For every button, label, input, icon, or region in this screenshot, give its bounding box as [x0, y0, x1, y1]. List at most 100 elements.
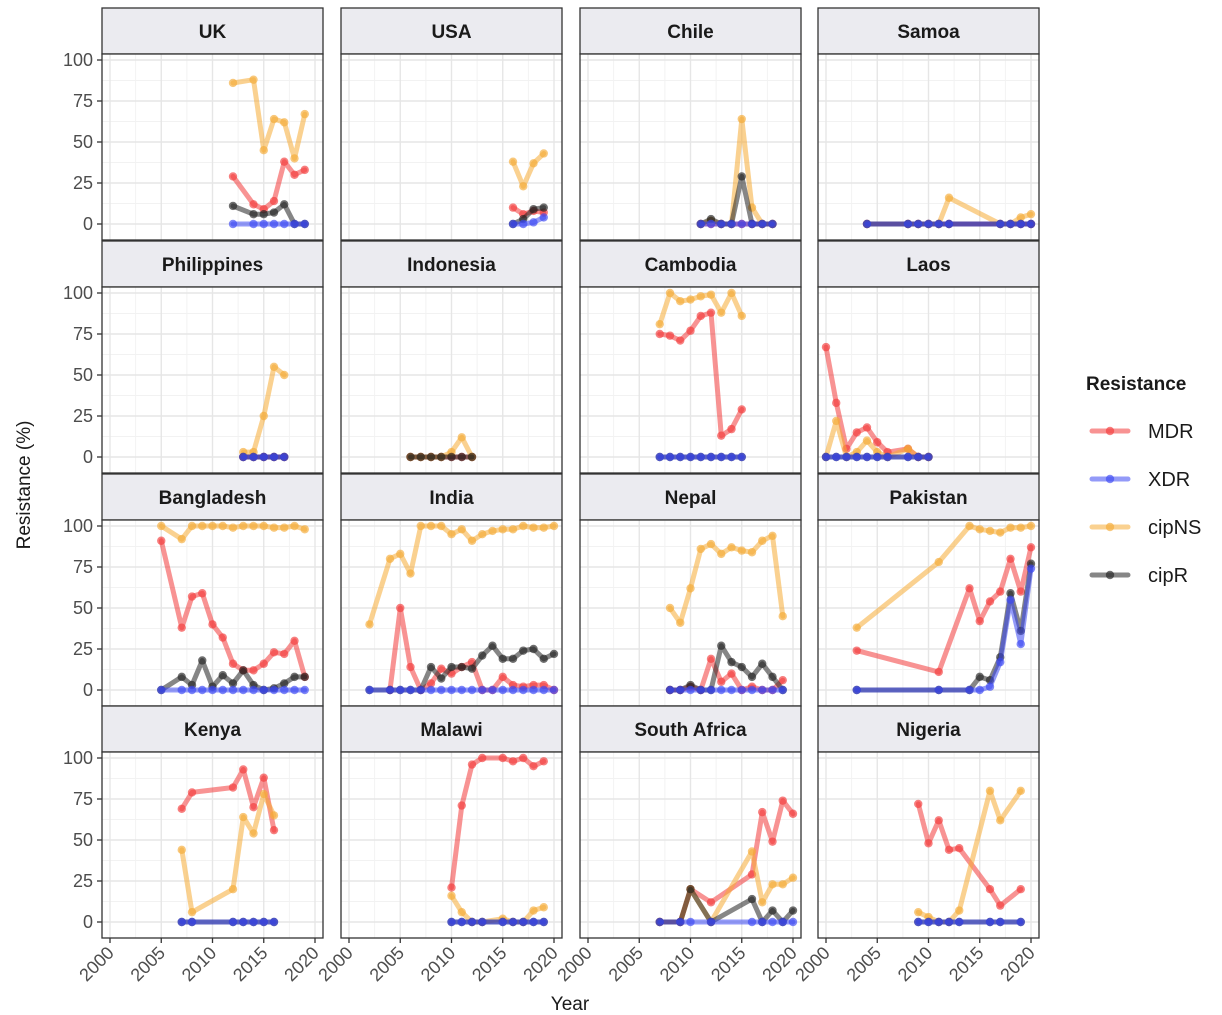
- facet-strip-label: South Africa: [634, 720, 747, 741]
- data-point-mdr: [1016, 885, 1025, 894]
- data-point-mdr: [157, 536, 166, 545]
- data-point-xdr: [924, 452, 933, 462]
- data-point-cipr: [758, 659, 767, 668]
- series-cipns: [239, 362, 289, 457]
- data-point-mdr: [914, 799, 923, 809]
- data-point-cipns: [852, 623, 861, 632]
- data-point-cipns: [778, 880, 787, 889]
- series-cipr: [406, 452, 477, 462]
- y-tick-label: 25: [73, 639, 93, 659]
- data-point-cipns: [655, 319, 664, 329]
- data-point-cipns: [706, 539, 716, 549]
- x-tick-label: 2005: [127, 943, 169, 985]
- data-point-cipns: [758, 536, 767, 545]
- data-point-cipr: [539, 654, 548, 664]
- data-point-mdr: [996, 901, 1005, 910]
- data-point-xdr: [228, 917, 238, 927]
- panel-grid: [102, 752, 323, 938]
- data-point-cipr: [488, 641, 497, 650]
- data-point-xdr: [519, 685, 528, 695]
- data-point-xdr: [447, 685, 456, 695]
- facet-panel-usa: USA: [340, 7, 563, 241]
- data-point-cipns: [488, 526, 497, 536]
- data-point-xdr: [519, 917, 528, 927]
- data-point-xdr: [655, 452, 664, 462]
- facet-strip-label: Cambodia: [645, 255, 737, 276]
- data-point-mdr: [249, 666, 258, 675]
- data-point-mdr: [924, 839, 933, 848]
- data-point-mdr: [529, 762, 538, 771]
- data-point-cipr: [447, 452, 456, 462]
- data-point-cipr: [737, 172, 746, 181]
- facet-strip-label: Laos: [906, 255, 950, 276]
- panel-grid: [341, 752, 562, 938]
- data-point-cipns: [944, 193, 954, 202]
- data-point-mdr: [717, 677, 726, 686]
- data-point-mdr: [665, 331, 675, 340]
- panel-grid: [102, 520, 323, 706]
- data-point-cipr: [218, 671, 227, 680]
- facet-panel-cambodia: Cambodia: [579, 240, 802, 474]
- data-point-mdr: [498, 672, 507, 682]
- x-tick-label: 2020: [996, 943, 1038, 985]
- series-cipns: [655, 288, 746, 329]
- data-point-xdr: [696, 219, 705, 229]
- data-point-xdr: [208, 685, 217, 695]
- panel-border: [101, 53, 324, 241]
- series-cipns: [157, 521, 309, 544]
- series-line-xdr: [510, 214, 547, 227]
- data-point-mdr: [259, 659, 268, 668]
- data-point-xdr: [944, 219, 954, 229]
- series-xdr: [365, 685, 559, 695]
- data-point-cipns: [1006, 523, 1015, 532]
- facet-strip: [340, 473, 563, 521]
- data-point-cipr: [768, 672, 777, 682]
- data-point-cipns: [914, 907, 923, 917]
- data-point-cipns: [768, 531, 777, 541]
- data-point-mdr: [437, 664, 446, 673]
- y-tick-label: 50: [73, 365, 93, 385]
- data-point-cipns: [198, 521, 207, 531]
- legend-label: cipNS: [1148, 517, 1201, 539]
- data-point-xdr: [467, 685, 477, 695]
- x-tick-label: 2000: [791, 943, 833, 985]
- data-point-xdr: [437, 685, 446, 695]
- data-point-xdr: [508, 917, 518, 927]
- data-point-xdr: [996, 219, 1005, 229]
- x-tick-label: 2015: [229, 943, 271, 985]
- data-point-cipns: [519, 521, 528, 531]
- data-point-mdr: [280, 649, 289, 659]
- x-tick-label: 2015: [468, 943, 510, 985]
- data-point-xdr: [416, 685, 425, 695]
- data-point-mdr: [696, 311, 705, 321]
- data-point-cipns: [218, 521, 227, 531]
- data-point-xdr: [365, 685, 374, 695]
- facet-strip: [817, 7, 1040, 55]
- data-point-mdr: [187, 788, 197, 797]
- data-point-cipns: [290, 521, 299, 531]
- data-point-xdr: [686, 917, 695, 927]
- data-point-xdr: [508, 219, 518, 229]
- facet-strip-label: Nigeria: [896, 720, 961, 741]
- data-point-cipns: [758, 898, 767, 907]
- data-point-xdr: [198, 685, 207, 695]
- data-point-mdr: [676, 336, 685, 345]
- facet-strip: [340, 7, 563, 55]
- y-tick-label: 100: [63, 748, 93, 768]
- x-tick-label: 2010: [417, 943, 459, 985]
- legend-entries: MDR XDR cipNS cipR: [1089, 421, 1201, 587]
- data-point-cipns: [228, 78, 238, 88]
- series-xdr: [447, 917, 548, 927]
- data-point-mdr: [706, 654, 716, 664]
- series-mdr: [914, 799, 1025, 910]
- data-point-cipns: [498, 525, 507, 534]
- facet-panel-chile: Chile: [579, 7, 802, 241]
- panel-border: [579, 53, 802, 241]
- facet-strip-label: Pakistan: [889, 488, 967, 509]
- data-point-xdr: [519, 219, 528, 229]
- data-point-xdr: [914, 219, 923, 229]
- legend-label: cipR: [1148, 565, 1188, 587]
- facet-strip: [340, 240, 563, 288]
- data-point-xdr: [737, 219, 746, 229]
- y-tick-label: 50: [73, 830, 93, 850]
